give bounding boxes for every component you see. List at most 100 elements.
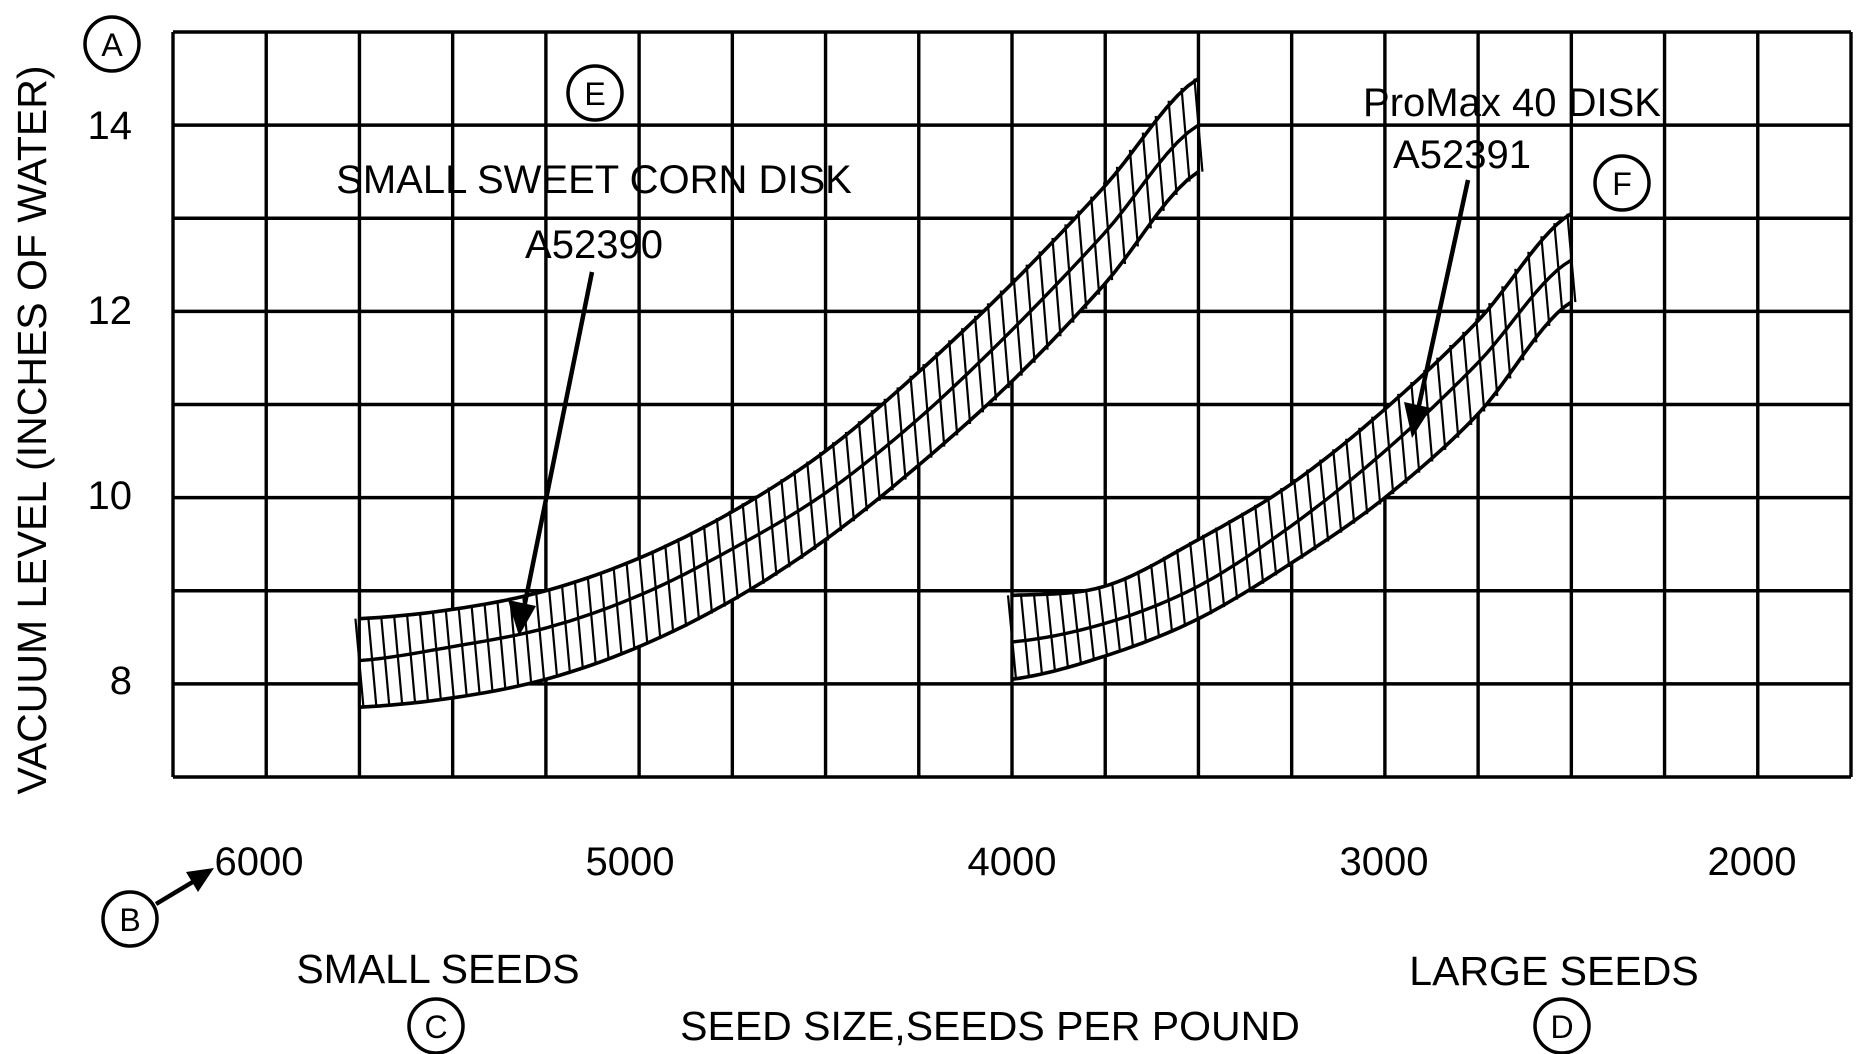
hatch-mark (1071, 591, 1083, 665)
callout-f: F (1593, 154, 1651, 212)
y-tick-label: 14 (88, 104, 133, 148)
hatch-mark (664, 544, 675, 634)
callout-d: D (1533, 997, 1591, 1054)
hatch-mark (1149, 563, 1161, 639)
x-tick-labels: 6000 5000 4000 3000 2000 (215, 840, 1797, 884)
hatch-mark (754, 495, 765, 584)
hatch-mark (1077, 210, 1088, 309)
hatch-mark (625, 561, 636, 651)
svg-text:B: B (119, 902, 140, 938)
hatch-mark (1038, 251, 1049, 350)
callout-a: A (83, 15, 141, 73)
hatch-mark (1097, 586, 1109, 657)
svg-text:A: A (101, 27, 123, 63)
band-1 (1006, 212, 1577, 681)
band-fill (359, 78, 1199, 708)
hatch-mark (780, 479, 791, 568)
hatch-mark (1123, 576, 1135, 648)
hatch-mark (599, 571, 610, 661)
y-tick-labels: 14 12 10 8 (88, 104, 133, 703)
hatch-mark (1475, 318, 1486, 412)
seed-disk-bands (354, 77, 1577, 709)
hatch-mark (1110, 582, 1122, 653)
band-upper-edge (1011, 212, 1573, 598)
promax-arrow (1404, 179, 1471, 438)
hatch-mark (509, 598, 520, 688)
x-tick-label: 3000 (1340, 840, 1429, 884)
hatch-mark (367, 617, 378, 707)
hatch-mark (702, 525, 714, 614)
hatch-mark (405, 614, 417, 704)
hatch-mark (1228, 520, 1239, 600)
hatch-mark (1202, 534, 1213, 615)
hatch-mark (728, 510, 739, 600)
hatch-mark (483, 603, 494, 693)
hatch-mark (1136, 570, 1148, 644)
band-lower-edge (359, 170, 1200, 709)
x-tick-label: 5000 (586, 840, 675, 884)
callout-c: C (407, 997, 465, 1054)
hatch-mark (1436, 357, 1447, 450)
svg-text:F: F (1612, 166, 1632, 202)
hatch-mark (638, 556, 649, 645)
hatch-mark (1449, 344, 1460, 438)
callout-b: B (101, 890, 159, 948)
hatch-mark (1189, 541, 1200, 621)
band-upper-edge (359, 77, 1200, 621)
small-sweet-corn-label: SMALL SWEET CORN DISK (336, 158, 852, 202)
hatch-mark (715, 517, 726, 607)
hatch-mark (586, 576, 597, 666)
band-0 (354, 77, 1204, 709)
sweet-corn-arrow (508, 271, 595, 636)
hatch-mark (767, 487, 778, 576)
hatch-mark (1215, 527, 1226, 608)
hatch-mark (1064, 224, 1075, 323)
hatch-mark (677, 538, 688, 627)
y-axis-title: VACUUM LEVEL (INCHES OF WATER) (9, 66, 55, 795)
band-hatch (354, 78, 1204, 708)
hatch-mark (1045, 593, 1057, 672)
hatch-mark (1501, 286, 1512, 379)
x-tick-label: 2000 (1708, 840, 1797, 884)
svg-text:E: E (584, 76, 605, 112)
hatch-mark (1051, 237, 1062, 337)
hatch-mark (1462, 331, 1473, 426)
hatch-mark (1267, 496, 1278, 576)
promax-part: A52391 (1393, 133, 1531, 177)
y-tick-label: 8 (110, 659, 132, 703)
band-center-line (1011, 258, 1573, 644)
hatch-mark (1025, 264, 1036, 363)
hatch-mark (806, 461, 817, 550)
hatch-mark (393, 615, 404, 705)
hatch-mark (457, 607, 468, 697)
svg-text:C: C (424, 1009, 447, 1045)
svg-text:D: D (1550, 1009, 1573, 1045)
hatch-mark (819, 452, 830, 541)
x-tick-label: 6000 (215, 840, 304, 884)
large-seeds-label: LARGE SEEDS (1409, 948, 1698, 994)
callout-e: E (566, 64, 624, 122)
band-center-line (359, 123, 1200, 663)
hatch-mark (1019, 594, 1031, 678)
hatch-mark (535, 592, 546, 681)
hatch-mark (1488, 303, 1499, 397)
band-lower-edge (1011, 300, 1573, 681)
y-tick-label: 10 (88, 474, 133, 518)
hatch-mark (418, 613, 430, 702)
small-seeds-label: SMALL SEEDS (296, 946, 579, 992)
hatch-mark (612, 566, 623, 656)
y-tick-label: 12 (88, 289, 133, 333)
x-axis-title: SEED SIZE,SEEDS PER POUND (680, 1003, 1300, 1049)
hatch-mark (573, 580, 584, 670)
hatch-mark (741, 503, 752, 592)
hatch-mark (689, 531, 701, 621)
hatch-mark (547, 588, 559, 678)
hatch-mark (1241, 512, 1252, 592)
hatch-mark (380, 616, 391, 706)
promax-label: ProMax 40 DISK (1363, 81, 1661, 125)
hatch-mark (1254, 504, 1265, 584)
hatch-mark (560, 584, 572, 674)
b-arrow (154, 868, 214, 906)
hatch-mark (470, 605, 481, 695)
